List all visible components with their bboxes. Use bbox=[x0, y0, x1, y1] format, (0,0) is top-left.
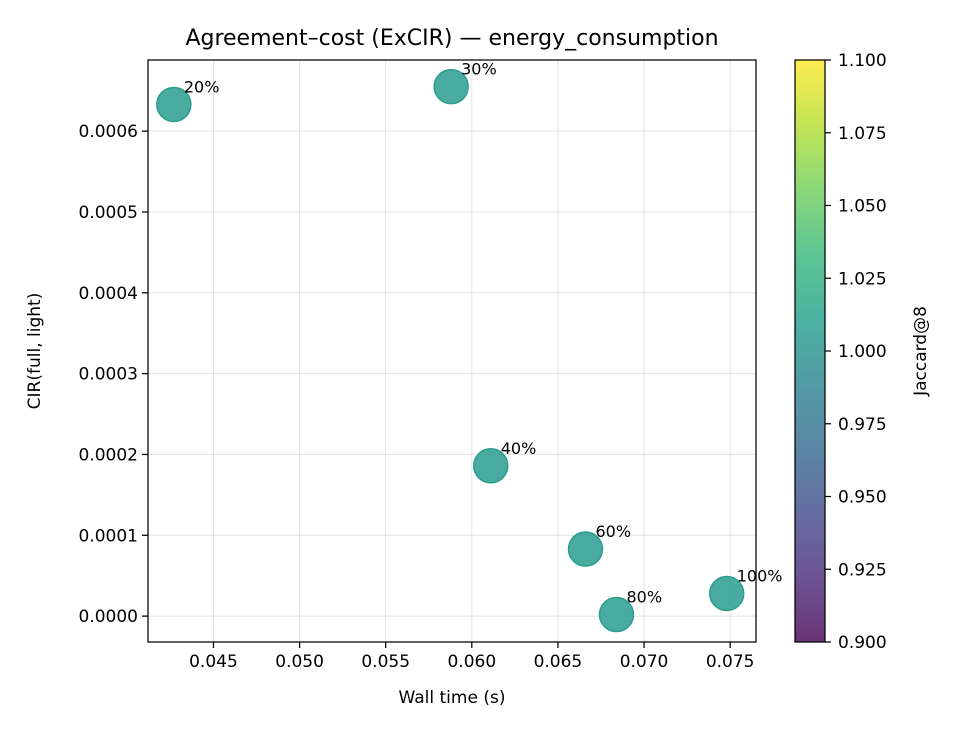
colorbar-tick-label: 0.975 bbox=[838, 415, 887, 435]
y-tick-label: 0.0006 bbox=[79, 122, 138, 142]
y-tick-label: 0.0001 bbox=[79, 526, 138, 546]
y-tick-label: 0.0003 bbox=[79, 365, 138, 385]
point-label: 100% bbox=[737, 567, 783, 586]
x-axis-ticks: 0.045 0.050 0.055 0.060 0.065 0.070 0.075 bbox=[189, 642, 755, 672]
colorbar-tick-label: 0.925 bbox=[838, 560, 887, 580]
colorbar-tick-label: 1.025 bbox=[838, 269, 887, 289]
x-tick-label: 0.070 bbox=[620, 652, 669, 672]
plot-frame bbox=[147, 59, 757, 643]
scatter-point bbox=[598, 596, 635, 633]
x-tick-label: 0.060 bbox=[447, 652, 496, 672]
scatter-points bbox=[156, 68, 745, 633]
scatter-point bbox=[156, 86, 192, 123]
colorbar-tick-label: 0.900 bbox=[838, 633, 887, 653]
scatter-point bbox=[473, 448, 509, 484]
colorbar-tick-label: 1.050 bbox=[838, 197, 887, 217]
x-tick-label: 0.055 bbox=[361, 652, 410, 672]
y-tick-label: 0.0005 bbox=[79, 203, 138, 223]
y-axis-label: CIR(full, light) bbox=[25, 293, 45, 410]
colorbar-ticks: 0.900 0.925 0.950 0.975 1.000 1.025 1.050 1.075… bbox=[825, 51, 887, 653]
colorbar-tick-label: 1.075 bbox=[838, 124, 887, 144]
scatter-point bbox=[708, 575, 745, 612]
y-axis-ticks: 0.0000 0.0001 0.0002 0.0003 0.0004 0.0005 0.00… bbox=[79, 122, 148, 627]
point-label: 80% bbox=[626, 588, 662, 607]
point-label: 30% bbox=[461, 60, 497, 79]
point-label: 20% bbox=[184, 77, 220, 96]
colorbar-tick-label: 1.100 bbox=[838, 51, 887, 71]
colorbar-tick-label: 0.950 bbox=[838, 488, 887, 508]
colorbar bbox=[795, 60, 825, 642]
x-tick-label: 0.075 bbox=[706, 652, 755, 672]
y-tick-label: 0.0004 bbox=[79, 284, 138, 304]
scatter-point bbox=[567, 531, 604, 567]
x-axis-label: Wall time (s) bbox=[399, 688, 506, 708]
colorbar-label: Jaccard@8 bbox=[911, 306, 931, 397]
colorbar-tick-label: 1.000 bbox=[838, 342, 887, 362]
x-tick-label: 0.065 bbox=[534, 652, 583, 672]
y-tick-label: 0.0002 bbox=[79, 445, 138, 465]
scatter-point bbox=[433, 68, 469, 105]
chart-title: Agreement–cost (ExCIR) — energy_consumpt… bbox=[185, 26, 718, 51]
grid bbox=[148, 60, 756, 642]
point-labels: 20% 30% 40% 60% 80% 100% bbox=[184, 60, 783, 607]
x-tick-label: 0.045 bbox=[189, 652, 238, 672]
y-tick-label: 0.0000 bbox=[79, 607, 138, 627]
point-label: 60% bbox=[595, 522, 631, 541]
x-tick-label: 0.050 bbox=[275, 652, 324, 672]
point-label: 40% bbox=[501, 439, 537, 458]
